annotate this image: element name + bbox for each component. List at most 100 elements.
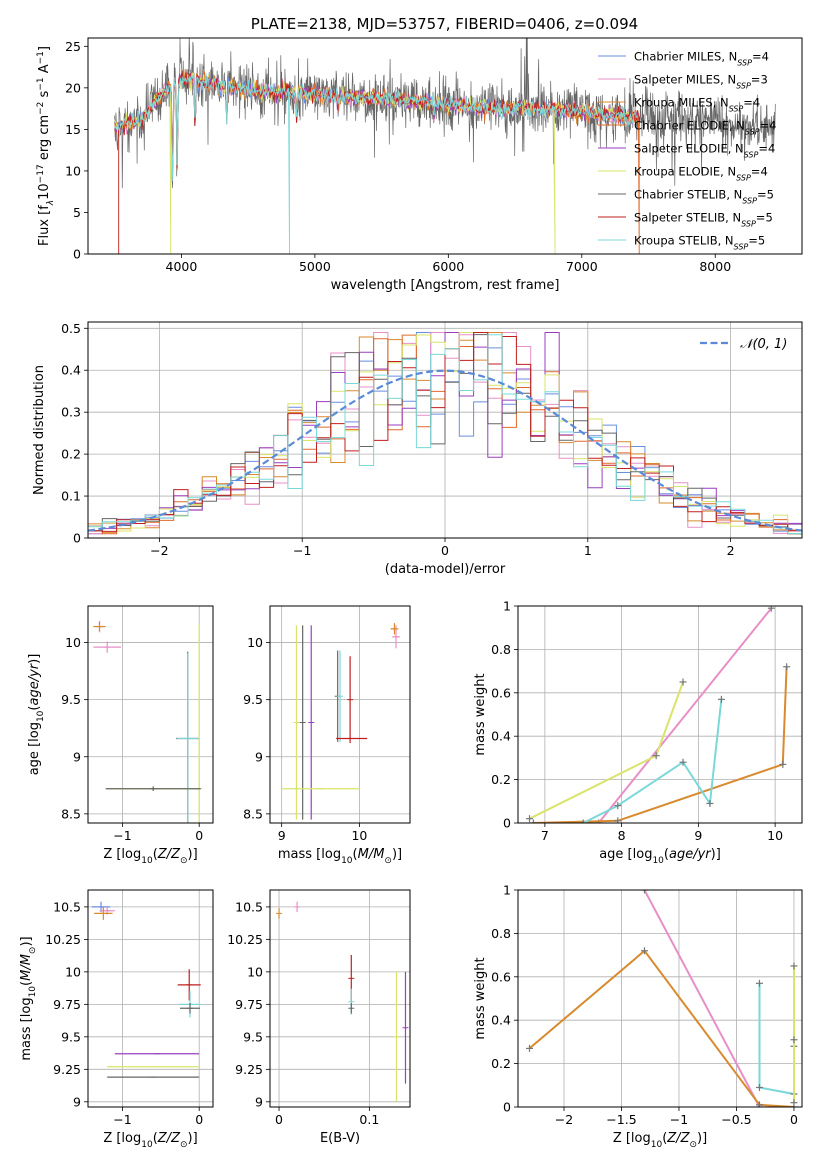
- x-tick-label: −1: [113, 1112, 131, 1127]
- x-tick-label: 10: [351, 828, 367, 843]
- axes-residuals: −2 −1 0 1 2 0 0.1 0.2 0.3 0.4 0.5 (data-model)/erro…: [32, 321, 803, 577]
- weight-point: [706, 799, 714, 807]
- errorbar-point: [176, 652, 199, 823]
- x-tick-label: −1.5: [606, 1112, 636, 1127]
- y-tick-label: 0.4: [61, 363, 81, 378]
- x-tick-label: 10: [767, 828, 783, 843]
- x-axis-label: Z [log10(Z/Z⊙)]: [103, 847, 197, 866]
- weight-point: [679, 678, 687, 686]
- y-tick-label: 10: [247, 964, 263, 979]
- weight-point: [652, 752, 660, 760]
- plot-area-mass_vs_Z: [91, 901, 201, 1078]
- y-tick-label: 0: [503, 1100, 511, 1115]
- errorbar-point: [180, 1003, 200, 1014]
- errorbar-point: [294, 901, 301, 913]
- x-tick-label: 7000: [566, 259, 598, 274]
- errorbar-point: [94, 906, 113, 920]
- x-tick-label: 0: [790, 1112, 798, 1127]
- x-tick-label: 0: [441, 543, 449, 558]
- errorbar-point: [390, 623, 399, 635]
- weight-point: [640, 890, 648, 894]
- y-tick-label: 9.5: [61, 692, 81, 707]
- axes-mass_vs_ebv: 0 0.1 9 9.25 9.5 9.75 10 10.25 10.5 E(B-V): [227, 889, 411, 1146]
- y-tick-label: 0.2: [491, 1056, 511, 1071]
- x-tick-label: 9: [694, 828, 702, 843]
- weight-point: [783, 663, 791, 671]
- plot-area-weight_vs_Z: [525, 890, 798, 1107]
- weight-series-line: [533, 666, 788, 823]
- weight-point: [790, 1036, 798, 1044]
- legend-label: 𝒩(0, 1): [740, 337, 787, 352]
- x-tick-label: 8: [618, 828, 626, 843]
- y-tick-label: 9.25: [235, 1062, 263, 1077]
- weight-point: [614, 817, 622, 823]
- weight-series-line: [643, 890, 761, 1107]
- axes-frame: [87, 889, 214, 1108]
- errorbar-point: [393, 971, 400, 1102]
- weight-point: [767, 606, 775, 612]
- legend-label: Salpeter MILES, NSSP=3: [634, 73, 768, 91]
- y-tick-label: 1: [503, 883, 511, 898]
- errorbar-point: [308, 625, 315, 820]
- y-axis-label: age [log10(age/yr)]: [27, 654, 46, 776]
- y-tick-label: 9.25: [53, 1062, 81, 1077]
- y-tick-label: 0.3: [61, 405, 81, 420]
- y-tick-label: 9: [255, 749, 263, 764]
- x-tick-label: 0: [195, 828, 203, 843]
- y-tick-label: 10: [65, 635, 81, 650]
- y-axis-label: mass weight: [473, 957, 488, 1039]
- legend-label: Kroupa ELODIE, NSSP=4: [634, 165, 768, 183]
- axes-overlay-weight_vs_Z: −2 −1.5 −1 −0.5 0 0 0.2 0.4 0.6 0.8 1 Z [log10(Z/Z⊙…: [473, 883, 803, 1150]
- errorbar-point: [93, 621, 106, 632]
- y-tick-label: 9: [73, 1094, 81, 1109]
- legend-label: Kroupa MILES, NSSP=4: [634, 96, 760, 114]
- y-tick-label: 10: [65, 163, 81, 178]
- plot-area-mass_vs_ebv: [276, 901, 409, 1102]
- errorbar-point: [337, 650, 343, 742]
- y-tick-label: 10.25: [45, 932, 81, 947]
- weight-point: [790, 1099, 798, 1107]
- weight-point: [755, 1101, 763, 1107]
- plot-area-age_vs_mass: [281, 623, 400, 820]
- y-tick-label: 9.5: [243, 1029, 263, 1044]
- y-tick-label: 0.4: [491, 1013, 511, 1028]
- y-tick-label: 10.5: [53, 899, 81, 914]
- y-tick-label: 0.8: [491, 926, 511, 941]
- y-tick-label: 0.5: [61, 321, 81, 336]
- axes-overlay-age_vs_mass: 9 10 8.5 9 9.5 10 mass [log10(M/M⊙)]: [243, 605, 411, 866]
- axes-frame: [517, 889, 803, 1108]
- y-tick-label: 0.1: [61, 489, 81, 504]
- x-axis-label: Z [log10(Z/Z⊙)]: [613, 1131, 707, 1150]
- y-tick-label: 20: [65, 80, 81, 95]
- y-axis-label: Flux [fλ10−17 erg cm−2 s−1 A−1]: [36, 46, 56, 246]
- errorbar-point: [348, 1003, 355, 1014]
- axes-frame: [269, 889, 411, 1108]
- legend: Chabrier MILES, NSSP=4 Salpeter MILES, NS…: [598, 50, 776, 251]
- x-axis-label: wavelength [Angstrom, rest frame]: [331, 278, 560, 293]
- y-tick-label: 9.5: [243, 692, 263, 707]
- weight-point: [640, 947, 648, 955]
- weight-point: [579, 819, 587, 823]
- axes-spectrum: 4000 5000 6000 7000 8000 0 5 10 15 20 25 wavelength…: [36, 37, 803, 293]
- weight-point: [779, 760, 787, 768]
- x-tick-label: 7: [541, 828, 549, 843]
- y-tick-label: 5: [73, 205, 81, 220]
- plot-area-residuals: [88, 332, 802, 538]
- y-axis-label: Normed distribution: [32, 365, 47, 495]
- weight-series-line: [597, 607, 773, 823]
- x-axis-label: Z [log10(Z/Z⊙)]: [103, 1131, 197, 1150]
- x-tick-label: 9: [278, 828, 286, 843]
- x-tick-label: 2: [727, 543, 735, 558]
- y-tick-label: 8.5: [243, 806, 263, 821]
- y-tick-label: 9: [255, 1094, 263, 1109]
- y-tick-label: 0.6: [491, 685, 511, 700]
- weight-point: [717, 695, 725, 703]
- y-axis-label: mass weight: [473, 673, 488, 755]
- axes-frame: [517, 605, 803, 824]
- figure-title: PLATE=2138, MJD=53757, FIBERID=0406, z=0…: [251, 15, 638, 33]
- x-tick-label: 6000: [432, 259, 464, 274]
- y-tick-label: 1: [503, 599, 511, 614]
- plot-area-weight_vs_age: [526, 606, 791, 823]
- legend-label: Salpeter ELODIE, NSSP=4: [634, 142, 775, 160]
